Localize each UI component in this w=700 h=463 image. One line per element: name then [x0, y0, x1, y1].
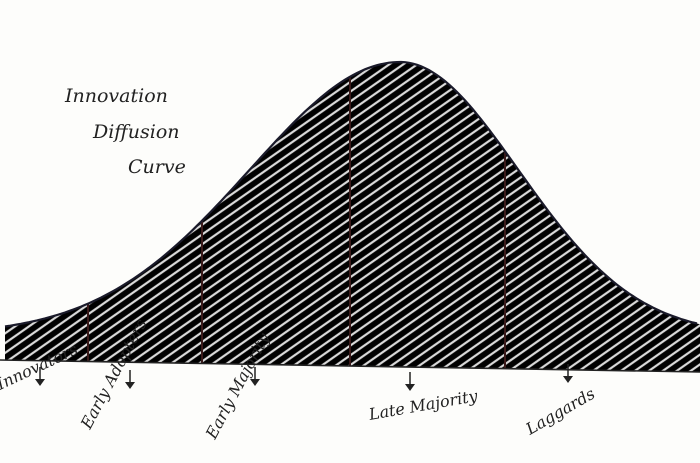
segments [5, 62, 700, 372]
arrow-head [405, 384, 415, 391]
title-line: Curve [128, 156, 186, 178]
arrow-head [250, 379, 260, 386]
segment-fill [202, 76, 350, 367]
arrow-head [563, 376, 573, 383]
bell-curve [4, 60, 698, 328]
segment-fill [88, 220, 202, 364]
baseline [0, 359, 700, 373]
arrow-head [35, 379, 45, 386]
title-line: Innovation [64, 85, 168, 107]
segment-fill [505, 151, 700, 372]
segment-fill [5, 303, 88, 362]
arrow-head [125, 382, 135, 389]
segment-fill [350, 62, 505, 369]
title-line: Diffusion [92, 121, 180, 143]
